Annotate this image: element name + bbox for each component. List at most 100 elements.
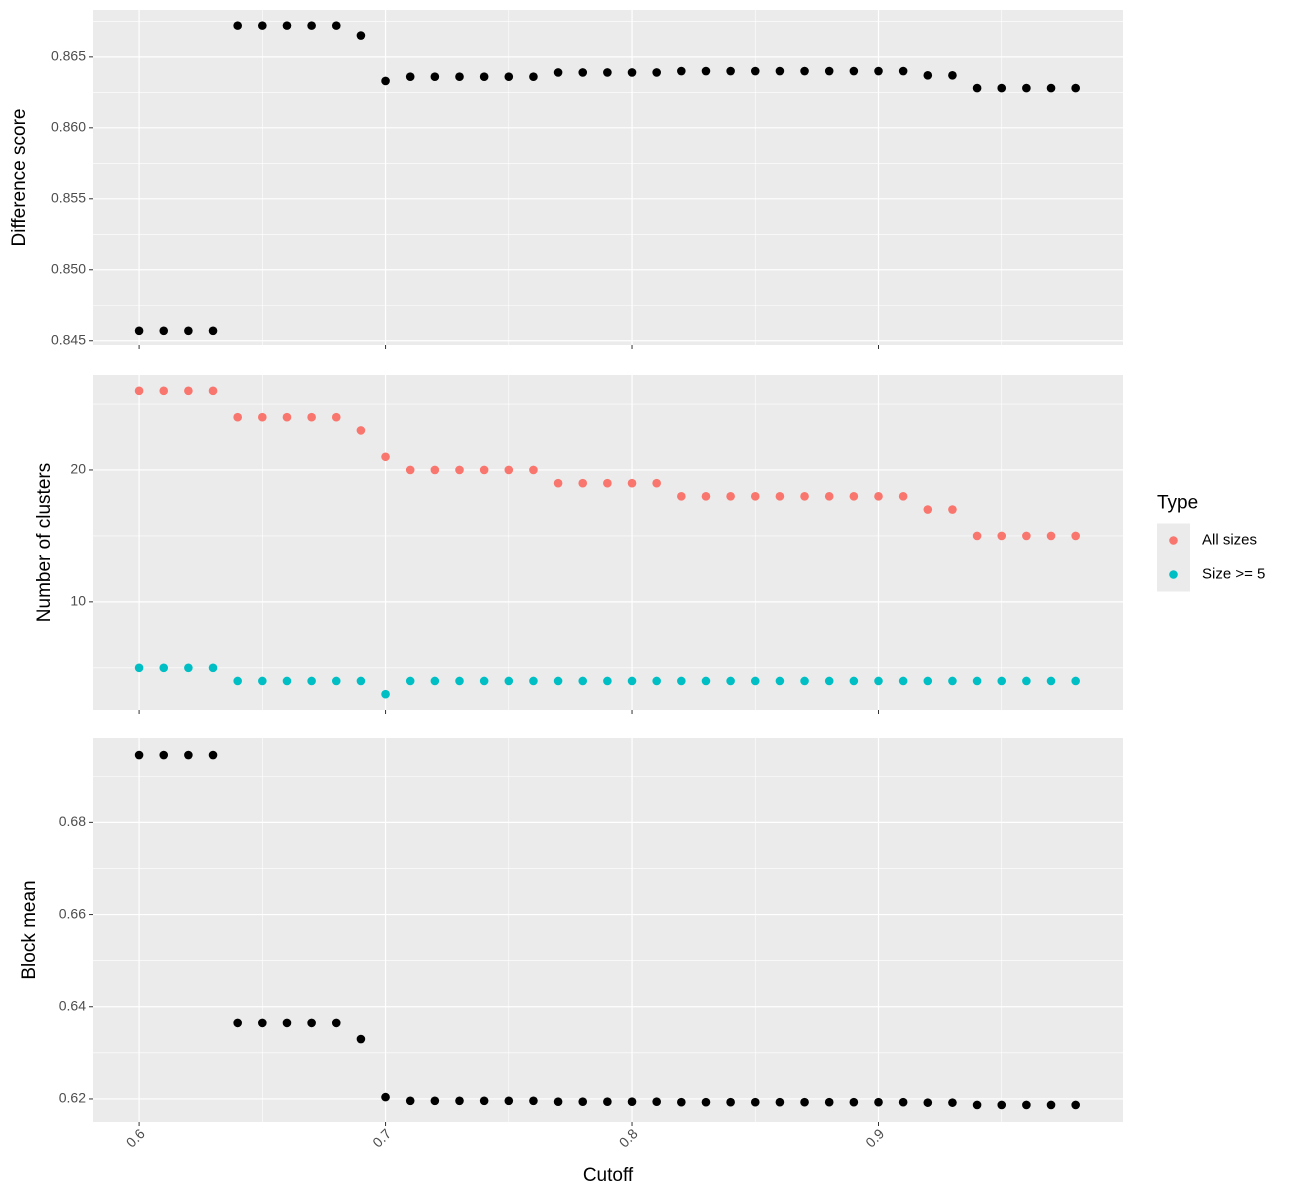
point <box>258 1018 267 1028</box>
panel-background <box>93 738 1123 1122</box>
point <box>923 1098 933 1107</box>
panel-background <box>93 375 1123 710</box>
x-tick-label: 0.7 <box>369 1125 394 1150</box>
point <box>307 676 316 686</box>
point <box>997 1100 1007 1110</box>
point <box>134 663 144 673</box>
point <box>1071 676 1080 686</box>
point <box>455 72 464 82</box>
point <box>553 676 563 686</box>
point <box>750 676 760 686</box>
point <box>750 1097 760 1107</box>
point <box>726 1097 735 1107</box>
y-tick-label: 0.66 <box>59 905 86 921</box>
point <box>479 465 489 475</box>
point <box>184 663 193 673</box>
point <box>479 676 489 686</box>
point <box>1046 83 1056 93</box>
y-tick-label: 0.68 <box>59 813 86 829</box>
point <box>824 676 834 686</box>
point <box>726 676 735 686</box>
point <box>677 676 686 686</box>
point <box>948 676 957 686</box>
y-tick-label: 20 <box>70 461 86 477</box>
point <box>233 676 242 686</box>
point <box>652 676 661 686</box>
point <box>1022 676 1031 686</box>
point <box>553 1097 563 1107</box>
point <box>578 676 588 686</box>
point <box>750 492 760 501</box>
legend-marker <box>1169 536 1178 545</box>
point <box>627 676 637 686</box>
point <box>381 452 390 462</box>
point <box>282 412 292 422</box>
point <box>578 1097 588 1107</box>
point <box>701 676 711 686</box>
point <box>381 1092 390 1102</box>
point <box>898 492 908 501</box>
y-axis-label: Difference score <box>9 109 30 247</box>
x-tick-label: 0.8 <box>616 1125 641 1150</box>
legend-marker <box>1169 570 1178 579</box>
y-axis-label: Block mean <box>19 880 40 979</box>
point <box>874 676 883 686</box>
point <box>356 31 366 40</box>
point <box>405 1096 415 1106</box>
point <box>898 1097 908 1107</box>
point <box>1046 531 1056 541</box>
point <box>750 66 760 76</box>
point <box>603 478 612 488</box>
point <box>504 1096 514 1106</box>
point <box>233 21 242 30</box>
point <box>381 689 390 699</box>
point <box>824 492 834 501</box>
point <box>997 676 1007 686</box>
panel-background <box>93 10 1123 345</box>
point <box>578 478 588 488</box>
point <box>258 21 267 30</box>
point <box>874 492 883 501</box>
point <box>677 66 686 76</box>
point <box>282 676 292 686</box>
point <box>159 663 169 673</box>
point <box>479 72 489 82</box>
point <box>282 21 292 30</box>
point <box>898 676 908 686</box>
point <box>972 676 982 686</box>
point <box>948 505 957 514</box>
point <box>1022 1100 1031 1110</box>
point <box>208 326 218 336</box>
point <box>948 1098 957 1107</box>
point <box>504 72 514 82</box>
y-tick-label: 0.62 <box>59 1090 86 1106</box>
point <box>874 66 883 76</box>
point <box>405 72 415 82</box>
point <box>553 478 563 488</box>
point <box>800 66 809 76</box>
point <box>849 1097 859 1107</box>
point <box>159 750 169 760</box>
point <box>184 750 193 760</box>
point <box>972 531 982 541</box>
point <box>726 492 735 501</box>
y-tick-label: 0.865 <box>51 48 86 64</box>
point <box>775 66 785 76</box>
point <box>775 492 785 501</box>
x-tick-label: 0.6 <box>123 1125 148 1150</box>
point <box>455 676 464 686</box>
point <box>923 505 933 514</box>
point <box>430 676 440 686</box>
point <box>529 1096 538 1106</box>
point <box>356 426 366 435</box>
point <box>874 1097 883 1107</box>
point <box>405 676 415 686</box>
point <box>972 1100 982 1110</box>
point <box>331 676 341 686</box>
x-axis-label: Cutoff <box>583 1165 634 1186</box>
point <box>800 1097 809 1107</box>
point <box>972 83 982 93</box>
point <box>208 750 218 760</box>
point <box>331 21 341 30</box>
